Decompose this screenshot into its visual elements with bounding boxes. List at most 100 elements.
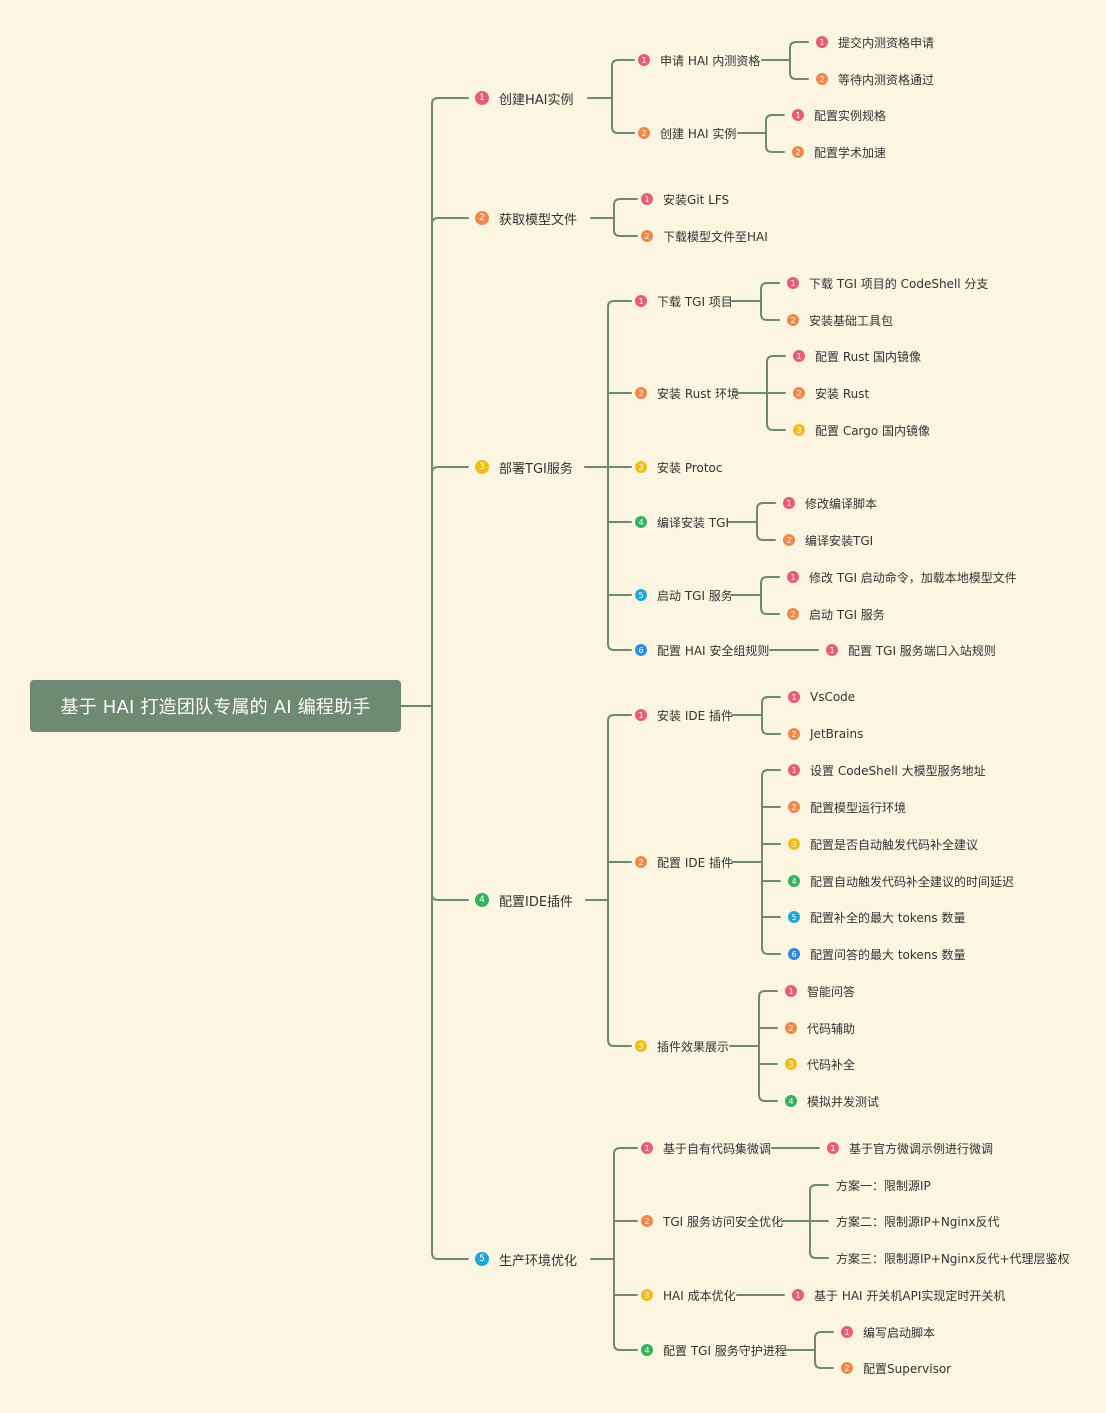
leaf-node[interactable]: 1 配置 Rust 国内镜像 [793, 347, 921, 365]
leaf-node[interactable]: 1 VsCode [788, 688, 855, 706]
sub-topic-node[interactable]: 6 配置 HAI 安全组规则 [635, 641, 769, 659]
leaf-node[interactable]: 2 代码辅助 [785, 1019, 855, 1037]
sub-topic-node[interactable]: 2 下载模型文件至HAI [641, 227, 768, 245]
leaf-node[interactable]: 2 配置Supervisor [841, 1359, 951, 1377]
sub-topic-node[interactable]: 3 安装 Protoc [635, 458, 723, 476]
node-label: VsCode [810, 690, 856, 704]
leaf-node[interactable]: 2 等待内测资格通过 [816, 70, 934, 88]
node-label: 下载 TGI 项目的 CodeShell 分支 [809, 276, 989, 291]
sub-topic-node[interactable]: 2 安装 Rust 环境 [635, 384, 739, 402]
branch-node[interactable]: 2 获取模型文件 [475, 209, 578, 228]
number-badge-icon: 1 [641, 1142, 653, 1154]
number-badge-icon: 5 [475, 1252, 489, 1266]
leaf-node[interactable]: 2 配置模型运行环境 [788, 798, 906, 816]
sub-topic-node[interactable]: 3 插件效果展示 [635, 1037, 729, 1055]
number-badge-icon: 1 [792, 109, 804, 121]
sub-topic-node[interactable]: 4 配置 TGI 服务守护进程 [641, 1341, 787, 1359]
sub-topic-node[interactable]: 2 创建 HAI 实例 [638, 124, 736, 142]
number-badge-icon: 3 [635, 1040, 647, 1052]
number-badge-icon: 4 [785, 1095, 797, 1107]
leaf-node[interactable]: 4 配置自动触发代码补全建议的时间延迟 [788, 872, 1014, 890]
branch-node[interactable]: 4 配置IDE插件 [475, 891, 573, 910]
leaf-node[interactable]: 1 配置 TGI 服务端口入站规则 [826, 641, 996, 659]
sub-topic-node[interactable]: 2 TGI 服务访问安全优化 [641, 1212, 783, 1230]
number-badge-icon: 2 [635, 387, 647, 399]
node-label: 编译安装 TGI [657, 515, 729, 530]
leaf-node[interactable]: 5 配置补全的最大 tokens 数量 [788, 908, 965, 926]
node-label: 创建 HAI 实例 [660, 126, 737, 141]
leaf-node[interactable]: 1 提交内测资格申请 [816, 33, 934, 51]
leaf-node[interactable]: 1 修改编译脚本 [783, 494, 877, 512]
leaf-node[interactable]: 1 基于 HAI 开关机API实现定时开关机 [792, 1286, 1005, 1304]
leaf-node[interactable]: 2 JetBrains [788, 725, 863, 743]
node-label: 配置Supervisor [863, 1361, 952, 1376]
leaf-node[interactable]: 1 下载 TGI 项目的 CodeShell 分支 [787, 274, 988, 292]
number-badge-icon: 2 [792, 146, 804, 158]
node-label: 配置 TGI 服务守护进程 [663, 1343, 787, 1358]
root-node[interactable]: 基于 HAI 打造团队专属的 AI 编程助手 [30, 680, 401, 732]
number-badge-icon: 6 [635, 644, 647, 656]
leaf-node[interactable]: 方案三：限制源IP+Nginx反代+代理层鉴权 [836, 1249, 1070, 1267]
number-badge-icon: 2 [787, 608, 799, 620]
leaf-node[interactable]: 2 安装基础工具包 [787, 311, 893, 329]
leaf-node[interactable]: 1 编写启动脚本 [841, 1323, 935, 1341]
leaf-node[interactable]: 1 修改 TGI 启动命令，加载本地模型文件 [787, 568, 1017, 586]
node-label: 配置 HAI 安全组规则 [657, 643, 770, 658]
sub-topic-node[interactable]: 1 申请 HAI 内测资格 [638, 51, 760, 69]
number-badge-icon: 3 [793, 424, 805, 436]
node-label: 安装 IDE 插件 [657, 708, 733, 723]
connector-path [400, 41, 834, 1369]
number-badge-icon: 1 [841, 1326, 853, 1338]
node-label: 获取模型文件 [499, 212, 578, 228]
branch-node[interactable]: 3 部署TGI服务 [475, 458, 573, 477]
sub-topic-node[interactable]: 1 安装 IDE 插件 [635, 706, 733, 724]
sub-topic-node[interactable]: 2 配置 IDE 插件 [635, 853, 733, 871]
node-label: 配置 Cargo 国内镜像 [815, 423, 931, 438]
sub-topic-node[interactable]: 5 启动 TGI 服务 [635, 586, 733, 604]
number-badge-icon: 4 [641, 1344, 653, 1356]
leaf-node[interactable]: 1 配置实例规格 [792, 106, 886, 124]
number-badge-icon: 1 [635, 295, 647, 307]
leaf-node[interactable]: 2 安装 Rust [793, 384, 869, 402]
leaf-node[interactable]: 2 配置学术加速 [792, 143, 886, 161]
branch-node[interactable]: 1 创建HAI实例 [475, 89, 574, 108]
number-badge-icon: 2 [641, 230, 653, 242]
leaf-node[interactable]: 4 模拟并发测试 [785, 1092, 879, 1110]
node-label: 配置 TGI 服务端口入站规则 [848, 643, 996, 658]
sub-topic-node[interactable]: 1 安装Git LFS [641, 190, 729, 208]
node-label: 安装 Rust 环境 [657, 386, 739, 401]
node-label: 模拟并发测试 [807, 1094, 880, 1109]
number-badge-icon: 1 [827, 1142, 839, 1154]
leaf-node[interactable]: 3 配置是否自动触发代码补全建议 [788, 835, 978, 853]
leaf-node[interactable]: 方案二：限制源IP+Nginx反代 [836, 1212, 999, 1230]
node-label: 生产环境优化 [499, 1253, 578, 1269]
sub-topic-node[interactable]: 1 基于自有代码集微调 [641, 1139, 771, 1157]
number-badge-icon: 6 [788, 948, 800, 960]
leaf-node[interactable]: 2 启动 TGI 服务 [787, 605, 885, 623]
leaf-node[interactable]: 1 智能问答 [785, 982, 855, 1000]
leaf-node[interactable]: 2 编译安装TGI [783, 531, 873, 549]
node-label: 基于官方微调示例进行微调 [849, 1141, 994, 1156]
number-badge-icon: 4 [788, 875, 800, 887]
leaf-node[interactable]: 3 配置 Cargo 国内镜像 [793, 421, 930, 439]
number-badge-icon: 1 [788, 764, 800, 776]
sub-topic-node[interactable]: 4 编译安装 TGI [635, 513, 729, 531]
leaf-node[interactable]: 1 设置 CodeShell 大模型服务地址 [788, 761, 986, 779]
number-badge-icon: 2 [787, 314, 799, 326]
node-label: 启动 TGI 服务 [657, 588, 733, 603]
leaf-node[interactable]: 6 配置问答的最大 tokens 数量 [788, 945, 965, 963]
node-label: 下载模型文件至HAI [663, 229, 768, 244]
node-label: 部署TGI服务 [499, 461, 573, 477]
number-badge-icon: 4 [475, 893, 489, 907]
number-badge-icon: 4 [635, 516, 647, 528]
leaf-node[interactable]: 方案一：限制源IP [836, 1176, 931, 1194]
sub-topic-node[interactable]: 1 下载 TGI 项目 [635, 292, 733, 310]
sub-topic-node[interactable]: 3 HAI 成本优化 [641, 1286, 736, 1304]
node-label: 代码辅助 [807, 1021, 856, 1036]
node-label: TGI 服务访问安全优化 [663, 1214, 783, 1229]
number-badge-icon: 1 [787, 277, 799, 289]
branch-node[interactable]: 5 生产环境优化 [475, 1250, 578, 1269]
node-label: 方案二：限制源IP+Nginx反代 [836, 1214, 1000, 1229]
leaf-node[interactable]: 1 基于官方微调示例进行微调 [827, 1139, 993, 1157]
leaf-node[interactable]: 3 代码补全 [785, 1055, 855, 1073]
